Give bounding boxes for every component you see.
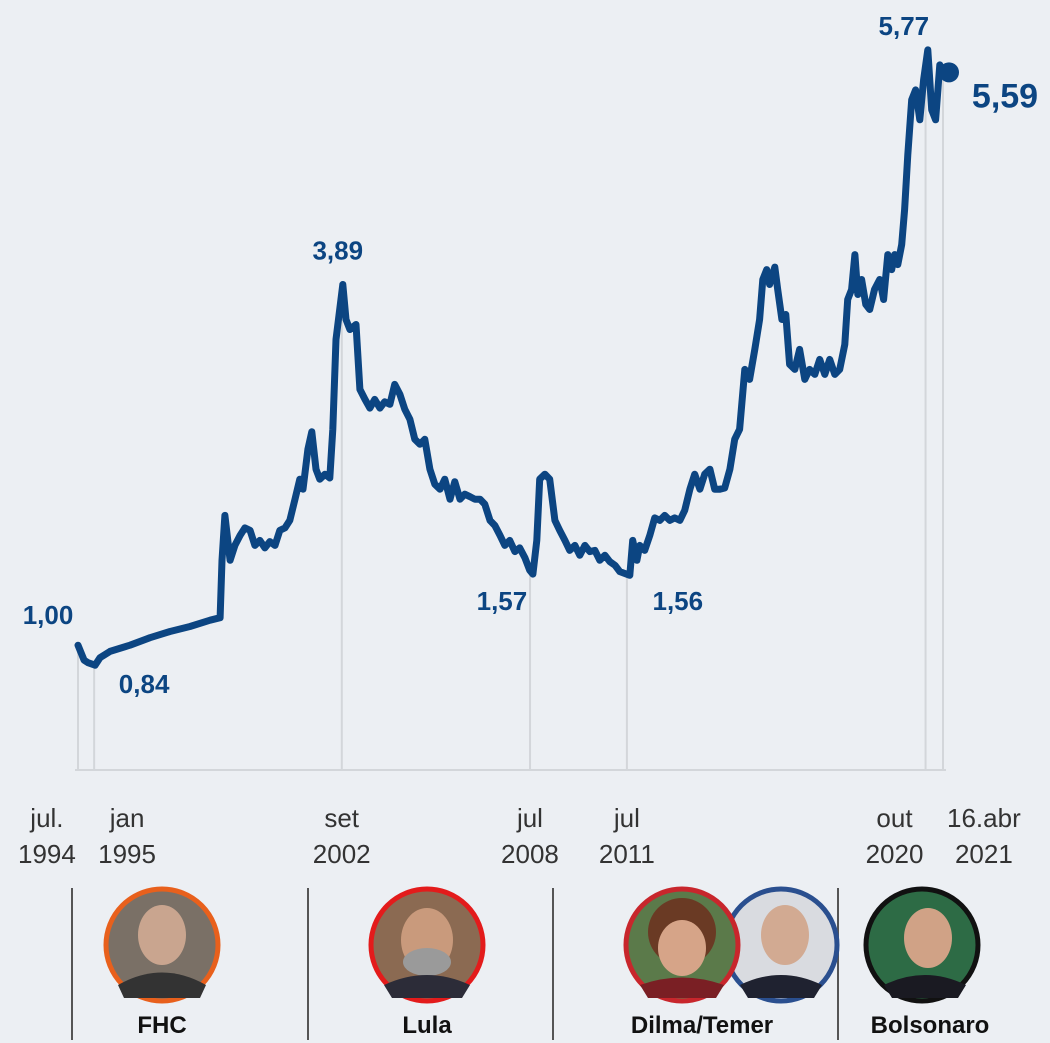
portrait-temer xyxy=(725,889,837,1001)
chart: 1,00 0,84 3,89 1,57 1,56 5,77 5,59 xyxy=(0,0,1050,1043)
x-tick-label: jul 2011 xyxy=(599,800,655,872)
x-tick-label: 16.abr 2021 xyxy=(947,800,1021,872)
portrait-bolsonaro xyxy=(866,889,978,1001)
line xyxy=(78,50,943,665)
annotation: 1,57 xyxy=(477,586,528,616)
annotation: 1,56 xyxy=(653,586,704,616)
annotation: 1,00 xyxy=(23,600,74,630)
president-name: Lula xyxy=(402,1012,451,1040)
x-tick-label: jan 1995 xyxy=(98,800,156,872)
x-tick-label: out 2020 xyxy=(866,800,924,872)
annotation: 3,89 xyxy=(312,235,363,265)
x-tick-label: set 2002 xyxy=(313,800,371,872)
annotation: 5,59 xyxy=(972,77,1038,115)
president-name: Dilma/Temer xyxy=(631,1012,773,1040)
x-tick-label: jul. 1994 xyxy=(18,800,76,872)
portrait-fhc xyxy=(106,889,218,1001)
end-dot xyxy=(939,62,959,82)
x-tick-label: jul 2008 xyxy=(501,800,559,872)
portrait-lula xyxy=(371,889,483,1001)
portrait-dilma xyxy=(626,889,738,1001)
president-name: Bolsonaro xyxy=(871,1012,990,1040)
annotation: 0,84 xyxy=(119,669,170,699)
page: 1,00 0,84 3,89 1,57 1,56 5,77 5,59 FHC Lula Di… xyxy=(0,0,1050,1043)
president-name: FHC xyxy=(137,1012,186,1040)
annotation: 5,77 xyxy=(879,11,930,41)
